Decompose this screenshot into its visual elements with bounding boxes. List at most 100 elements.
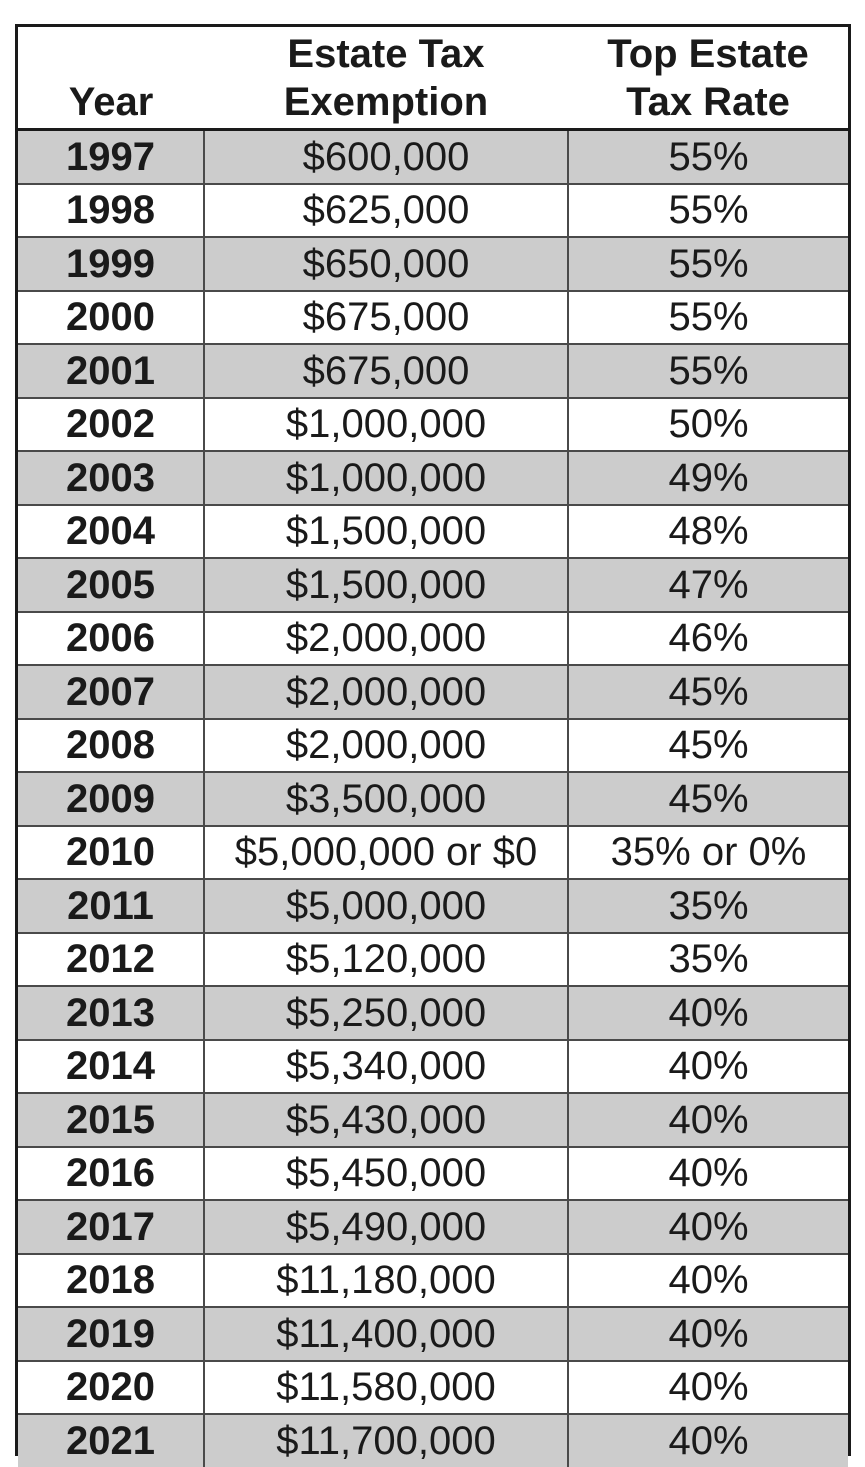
cell-year: 2005 xyxy=(18,557,204,612)
cell-year: 1999 xyxy=(18,236,204,291)
table-row: 2004 $1,500,000 48% xyxy=(18,503,848,558)
cell-exemption: $5,000,000 or $0 xyxy=(203,824,568,879)
cell-exemption: $2,000,000 xyxy=(203,664,568,719)
cell-rate: 40% xyxy=(567,1145,848,1200)
cell-rate: 45% xyxy=(567,717,848,772)
cell-rate: 49% xyxy=(567,450,848,505)
cell-rate: 35% xyxy=(567,878,848,933)
cell-rate: 55% xyxy=(567,182,848,237)
table-row: 2021 $11,700,000 40% xyxy=(18,1413,848,1467)
cell-rate: 40% xyxy=(567,1199,848,1254)
cell-year: 2014 xyxy=(18,1038,204,1093)
cell-year: 2002 xyxy=(18,396,204,451)
cell-rate: 48% xyxy=(567,503,848,558)
cell-year: 2004 xyxy=(18,503,204,558)
cell-year: 2007 xyxy=(18,664,204,719)
cell-exemption: $2,000,000 xyxy=(203,610,568,665)
table-row: 2000 $675,000 55% xyxy=(18,289,848,344)
cell-exemption: $5,000,000 xyxy=(203,878,568,933)
cell-rate: 40% xyxy=(567,1092,848,1147)
table-body: 1997 $600,000 55% 1998 $625,000 55% 1999 $650,0… xyxy=(18,129,848,1467)
table-row: 2019 $11,400,000 40% xyxy=(18,1306,848,1361)
table-row: 2011 $5,000,000 35% xyxy=(18,878,848,933)
cell-year: 2018 xyxy=(18,1252,204,1307)
table-row: 2010 $5,000,000 or $0 35% or 0% xyxy=(18,824,848,879)
cell-rate: 40% xyxy=(567,1413,848,1467)
header-rate: Top Estate Tax Rate xyxy=(568,27,848,131)
cell-exemption: $5,430,000 xyxy=(203,1092,568,1147)
cell-rate: 40% xyxy=(567,1359,848,1414)
cell-exemption: $11,580,000 xyxy=(203,1359,568,1414)
cell-exemption: $675,000 xyxy=(203,343,568,398)
cell-exemption: $5,340,000 xyxy=(203,1038,568,1093)
cell-rate: 46% xyxy=(567,610,848,665)
cell-exemption: $1,500,000 xyxy=(203,557,568,612)
table-row: 1999 $650,000 55% xyxy=(18,236,848,291)
table-row: 2015 $5,430,000 40% xyxy=(18,1092,848,1147)
cell-rate: 35% xyxy=(567,931,848,986)
cell-year: 2017 xyxy=(18,1199,204,1254)
cell-rate: 47% xyxy=(567,557,848,612)
cell-rate: 45% xyxy=(567,664,848,719)
cell-exemption: $5,250,000 xyxy=(203,985,568,1040)
header-exemption: Estate Tax Exemption xyxy=(204,27,568,131)
cell-exemption: $1,000,000 xyxy=(203,396,568,451)
table-row: 2006 $2,000,000 46% xyxy=(18,610,848,665)
header-rate-line1: Top Estate xyxy=(607,32,809,76)
table-row: 2008 $2,000,000 45% xyxy=(18,717,848,772)
cell-rate: 40% xyxy=(567,985,848,1040)
cell-exemption: $3,500,000 xyxy=(203,771,568,826)
cell-year: 2019 xyxy=(18,1306,204,1361)
table-row: 2020 $11,580,000 40% xyxy=(18,1359,848,1414)
cell-exemption: $5,490,000 xyxy=(203,1199,568,1254)
cell-exemption: $5,120,000 xyxy=(203,931,568,986)
table-row: 2005 $1,500,000 47% xyxy=(18,557,848,612)
cell-rate: 40% xyxy=(567,1252,848,1307)
table-header: Year Estate Tax Exemption Top Estate Tax… xyxy=(18,27,848,131)
cell-exemption: $2,000,000 xyxy=(203,717,568,772)
cell-year: 2001 xyxy=(18,343,204,398)
estate-tax-table: Year Estate Tax Exemption Top Estate Tax… xyxy=(18,27,848,1467)
cell-year: 2011 xyxy=(18,878,204,933)
header-rate-text: Top Estate Tax Rate xyxy=(568,30,848,128)
cell-exemption: $1,000,000 xyxy=(203,450,568,505)
cell-exemption: $675,000 xyxy=(203,289,568,344)
header-exemption-line2: Exemption xyxy=(283,80,489,124)
table-row: 1998 $625,000 55% xyxy=(18,182,848,237)
table-row: 2013 $5,250,000 40% xyxy=(18,985,848,1040)
header-row: Year Estate Tax Exemption Top Estate Tax… xyxy=(18,27,848,131)
table-row: 2002 $1,000,000 50% xyxy=(18,396,848,451)
cell-rate: 55% xyxy=(567,236,848,291)
cell-exemption: $650,000 xyxy=(203,236,568,291)
header-year: Year xyxy=(18,27,204,131)
cell-year: 2008 xyxy=(18,717,204,772)
cell-year: 1998 xyxy=(18,182,204,237)
cell-rate: 55% xyxy=(567,343,848,398)
cell-year: 2021 xyxy=(18,1413,204,1467)
header-exemption-text: Estate Tax Exemption xyxy=(204,30,568,128)
cell-exemption: $1,500,000 xyxy=(203,503,568,558)
cell-rate: 55% xyxy=(567,129,848,184)
cell-year: 2000 xyxy=(18,289,204,344)
cell-exemption: $625,000 xyxy=(203,182,568,237)
cell-exemption: $11,400,000 xyxy=(203,1306,568,1361)
table-row: 2001 $675,000 55% xyxy=(18,343,848,398)
cell-rate: 35% or 0% xyxy=(567,824,848,879)
table-row: 2007 $2,000,000 45% xyxy=(18,664,848,719)
table-row: 2003 $1,000,000 49% xyxy=(18,450,848,505)
cell-rate: 40% xyxy=(567,1306,848,1361)
cell-year: 2020 xyxy=(18,1359,204,1414)
cell-year: 2003 xyxy=(18,450,204,505)
header-year-label: Year xyxy=(68,80,154,124)
cell-year: 2012 xyxy=(18,931,204,986)
cell-year: 2009 xyxy=(18,771,204,826)
cell-year: 2013 xyxy=(18,985,204,1040)
table-row: 2018 $11,180,000 40% xyxy=(18,1252,848,1307)
table-row: 2012 $5,120,000 35% xyxy=(18,931,848,986)
cell-exemption: $600,000 xyxy=(203,129,568,184)
cell-rate: 45% xyxy=(567,771,848,826)
cell-exemption: $11,700,000 xyxy=(203,1413,568,1467)
estate-tax-table-frame: Year Estate Tax Exemption Top Estate Tax… xyxy=(15,24,851,1467)
header-rate-line2: Tax Rate xyxy=(626,80,790,124)
table-row: 1997 $600,000 55% xyxy=(18,129,848,184)
